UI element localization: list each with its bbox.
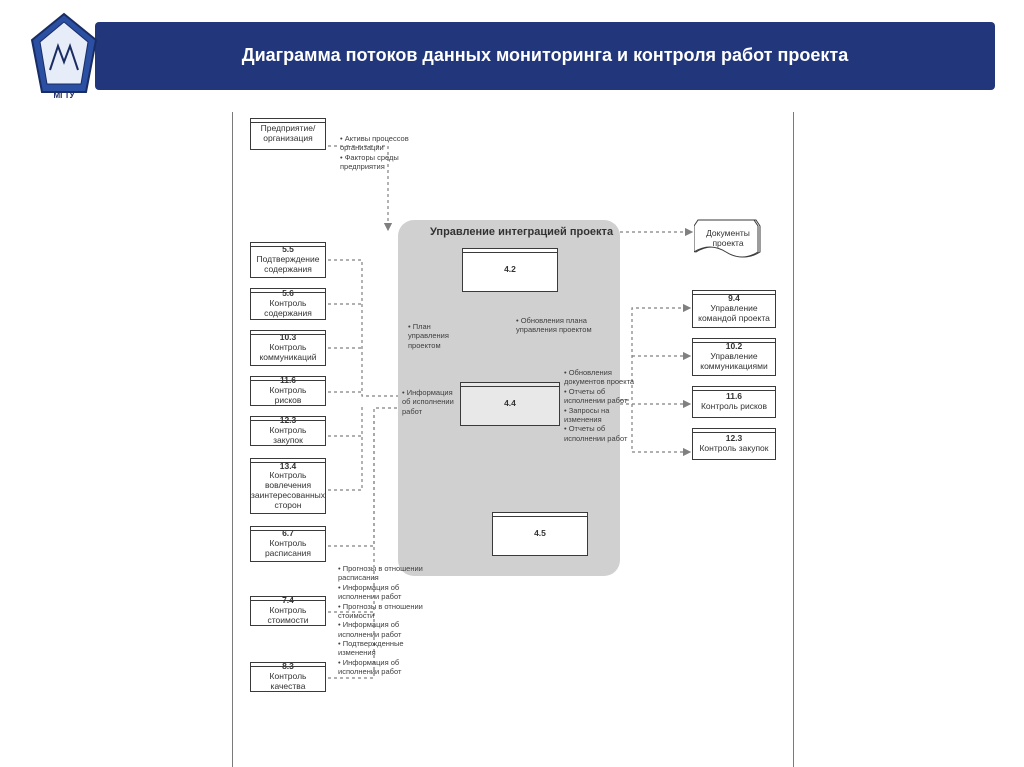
box-12-3: 12.3Контроль закупок [250, 416, 326, 446]
box-4-4: 4.4 [460, 382, 560, 426]
notes-top: Активы процессов организации Факторы сре… [340, 134, 430, 172]
header-bar: Диаграмма потоков данных мониторинга и к… [95, 22, 995, 90]
box-10-2: 10.2Управление коммуникациями [692, 338, 776, 376]
notes-bottom: Прогнозы в отношении расписания Информац… [338, 564, 434, 677]
box-10-3: 10.3Контроль коммуникаций [250, 330, 326, 366]
group-title: Управление интеграцией проекта [430, 226, 613, 238]
box-5-5: 5.5Подтверждение содержания [250, 242, 326, 278]
note-left-4-2: План управления проектом [408, 322, 472, 350]
box-4-2: 4.2 [462, 248, 558, 292]
org-logo: МГТУ [28, 12, 100, 102]
box-13-4: 13.4Контроль вовлечения заинтересованных… [250, 458, 326, 514]
doc-label: Документы проекта [694, 229, 762, 249]
box-11-6: 11.6Контроль рисков [250, 376, 326, 406]
box-4-5: 4.5 [492, 512, 588, 556]
note-left-4-4: Информация об исполнении работ [402, 388, 460, 416]
note-right-4-4: Обновления документов проекта Отчеты об … [564, 368, 636, 443]
box-9-4: 9.4Управление командой проекта [692, 290, 776, 328]
data-flow-diagram: Предприятие/ организация Активы процессо… [232, 112, 794, 767]
box-12-3r: 12.3Контроль закупок [692, 428, 776, 460]
box-6-7: 6.7Контроль расписания [250, 526, 326, 562]
page-title: Диаграмма потоков данных мониторинга и к… [242, 44, 848, 67]
box-11-6r: 11.6Контроль рисков [692, 386, 776, 418]
box-5-6: 5.6Контроль содержания [250, 288, 326, 320]
box-8-3: 8.3Контроль качества [250, 662, 326, 692]
svg-text:МГТУ: МГТУ [53, 91, 75, 100]
box-enterprise-label: Предприятие/ организация [255, 124, 321, 144]
note-right-4-2: Обновления плана управления проектом [516, 316, 596, 335]
doc-project-documents: Документы проекта [694, 218, 762, 260]
box-enterprise: Предприятие/ организация [250, 118, 326, 150]
box-7-4: 7.4Контроль стоимости [250, 596, 326, 626]
